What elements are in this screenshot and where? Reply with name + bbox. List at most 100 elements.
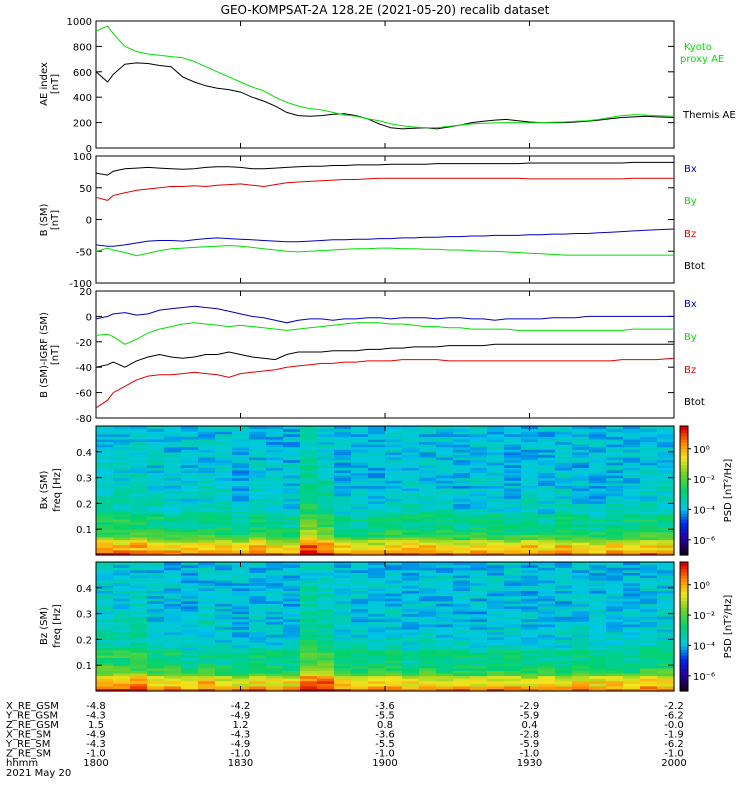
colorbar-segment [680,477,688,482]
colorbar-segment [680,594,688,599]
spectrogram-cell [198,475,216,479]
spectrogram-cell [385,498,403,502]
spectrogram-cell [470,438,488,443]
spectrogram-cell [504,503,522,507]
spectrogram-cell [215,639,233,643]
spectrogram-cell [317,513,335,517]
spectrogram-cell [215,608,233,612]
colorbar-segment [680,665,688,670]
spectrogram-cell [300,592,318,597]
spectrogram-cell [334,459,352,463]
spectrogram-cell [419,451,437,455]
spectrogram-cell [470,618,488,622]
spectrogram-cell [300,580,318,584]
spectrogram-cell [623,667,641,671]
spectrogram-cell [147,567,165,571]
spectrogram-cell [640,503,658,507]
spectrogram-cell [266,660,284,664]
spectrogram-cell [606,516,624,520]
spectrogram-cell [198,647,216,651]
spectrogram-cell [351,580,369,584]
spectrogram-cell [521,611,539,615]
spectrogram-cell [164,539,182,543]
spectrogram-cell [198,521,216,525]
colorbar-segment [680,487,688,492]
spectrogram-cell [606,469,624,474]
spectrogram-cell [215,490,233,494]
spectrogram-cell [249,552,267,556]
spectrogram-cell [385,441,403,445]
spectrogram-cell [334,547,352,551]
spectrogram-cell [572,449,590,453]
spectrogram-cell [113,495,131,499]
spectrogram-cell [504,662,522,666]
spectrogram-cell [640,431,658,435]
spectrogram-cell [436,616,454,620]
spectrogram-cell [181,462,199,466]
spectrogram-cell [555,426,573,430]
spectrogram-cell [487,524,505,528]
spectrogram-cell [402,562,420,566]
spectrogram-cell [606,685,624,690]
spectrogram-cell [623,508,641,512]
spectrogram-cell [640,467,658,471]
spectrogram-cell [113,577,131,581]
spectrogram-cell [657,590,675,594]
spectrogram-cell [436,516,454,520]
spectrogram-cell [640,544,658,548]
spectrogram-cell [623,482,641,486]
spectrogram-cell [623,456,641,461]
spectrogram-cell [606,567,624,571]
spectrogram-cell [334,685,352,690]
spectrogram-cell [538,592,556,597]
spectrogram-cell [198,462,216,466]
spectrogram-cell [181,446,199,450]
spectrogram-cell [572,531,590,535]
spectrogram-cell [351,660,369,664]
spectrogram-cell [470,639,488,643]
spectrogram-cell [504,446,522,450]
spectrogram-cell [266,667,284,671]
spectrogram-cell [300,680,318,684]
spectrogram-cell [317,662,335,666]
spectrogram-cell [113,526,131,530]
spectrogram-cell [147,475,165,479]
spectrogram-cell [453,567,471,571]
spectrogram-cell [164,605,182,610]
spectrogram-cell [470,477,488,481]
spectrogram-cell [453,636,471,640]
spectrogram-cell [470,644,488,648]
spectrogram-cell [453,660,471,664]
spectrogram-cell [283,585,301,589]
spectrogram-cell [589,521,607,525]
spectrogram-cell [96,572,114,576]
spectrogram-cell [402,680,420,684]
spectrogram-cell [521,577,539,581]
spectrogram-cell [334,603,352,607]
spectrogram-cell [317,503,335,507]
spectrogram-cell [538,549,556,554]
spectrogram-cell [368,526,386,530]
spectrogram-cell [521,438,539,443]
spectrogram-cell [96,467,114,471]
spectrogram-cell [521,598,539,602]
spectrogram-cell [538,469,556,474]
spectrogram-cell [538,542,556,546]
spectrogram-cell [436,467,454,471]
spectrogram-cell [266,431,284,435]
spectrogram-cell [351,549,369,554]
spectrogram-cell [436,456,454,461]
spectrogram-cell [147,665,165,669]
spectrogram-cell [572,678,590,682]
spectrogram-cell [300,569,318,573]
spectrogram-cell [130,590,148,594]
spectrogram-cell [198,631,216,635]
spectrogram-cell [147,526,165,530]
spectrogram-cell [589,569,607,573]
spectrogram-cell [113,449,131,453]
spectrogram-cell [368,451,386,455]
spectrogram-cell [487,536,505,541]
spectrogram-cell [317,495,335,499]
spectrogram-cell [640,444,658,448]
